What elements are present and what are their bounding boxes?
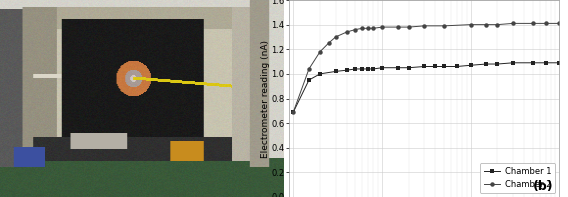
Chamber 1: [370, 68, 377, 70]
Line: Chamber 2: Chamber 2: [291, 21, 562, 114]
Chamber 1: [556, 62, 563, 64]
Chamber 2: [529, 22, 536, 25]
Chamber 2: [406, 26, 412, 28]
Chamber 2: [306, 68, 312, 70]
Chamber 1: [290, 111, 296, 113]
Chamber 2: [290, 111, 296, 113]
Chamber 1: [421, 65, 428, 68]
Chamber 1: [467, 64, 474, 66]
Chamber 2: [556, 22, 563, 25]
Chamber 1: [542, 62, 549, 64]
Y-axis label: Electrometer reading (nA): Electrometer reading (nA): [261, 40, 270, 157]
Chamber 2: [316, 51, 323, 53]
Text: (b): (b): [533, 180, 554, 193]
Chamber 1: [394, 67, 401, 69]
Chamber 1: [483, 63, 490, 65]
Chamber 1: [441, 65, 448, 68]
Chamber 2: [509, 22, 516, 25]
Chamber 1: [432, 65, 439, 68]
Chamber 1: [494, 63, 501, 65]
Chamber 2: [325, 42, 332, 44]
Chamber 2: [343, 31, 350, 33]
Chamber 2: [359, 27, 366, 30]
Chamber 1: [306, 79, 312, 81]
Chamber 1: [454, 65, 461, 68]
Legend: Chamber 1, Chamber 2: Chamber 1, Chamber 2: [479, 163, 556, 193]
Chamber 2: [494, 23, 501, 26]
Chamber 1: [529, 62, 536, 64]
Chamber 1: [406, 67, 412, 69]
Chamber 1: [332, 70, 339, 73]
Chamber 2: [379, 26, 386, 28]
Chamber 1: [359, 68, 366, 70]
Chamber 1: [343, 69, 350, 71]
Chamber 1: [509, 62, 516, 64]
Chamber 2: [370, 27, 377, 30]
Chamber 2: [365, 27, 371, 30]
Chamber 1: [316, 73, 323, 75]
Chamber 2: [352, 28, 359, 31]
Chamber 2: [394, 26, 401, 28]
Line: Chamber 1: Chamber 1: [291, 61, 561, 114]
Chamber 1: [352, 68, 359, 70]
Chamber 2: [441, 25, 448, 27]
Chamber 2: [421, 25, 428, 27]
Chamber 2: [483, 23, 490, 26]
Chamber 2: [542, 22, 549, 25]
Chamber 1: [365, 68, 371, 70]
Chamber 2: [467, 23, 474, 26]
Chamber 1: [379, 67, 386, 69]
Chamber 2: [332, 36, 339, 38]
